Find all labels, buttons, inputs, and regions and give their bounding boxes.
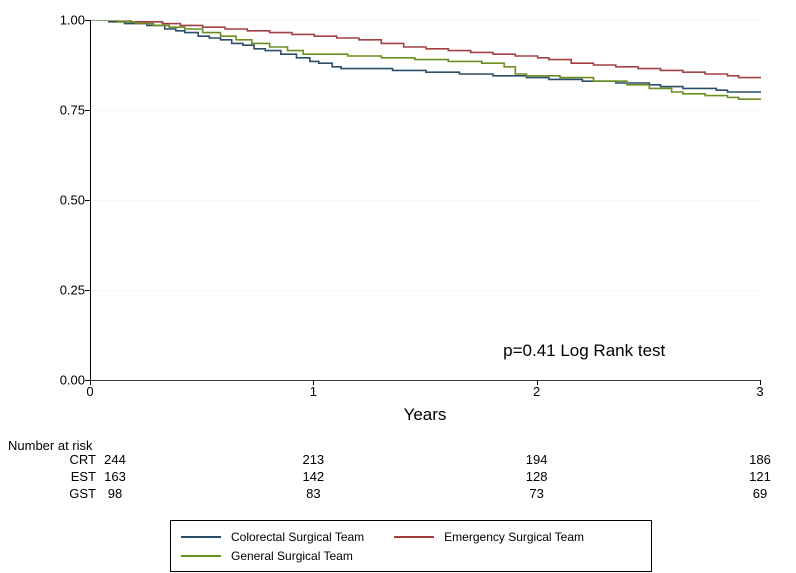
risk-row-label-gst: GST [36,486,96,501]
risk-value: 69 [753,486,767,501]
legend-swatch [181,555,221,557]
risk-value: 121 [749,469,771,484]
gridline [91,110,761,111]
x-tick-label: 0 [86,384,93,399]
y-tick [85,20,90,21]
x-axis-title: Years [90,405,760,425]
x-tick-label: 2 [533,384,540,399]
p-value-annotation: p=0.41 Log Rank test [503,341,665,361]
gridline [91,290,761,291]
risk-value: 194 [526,452,548,467]
legend-label: Emergency Surgical Team [444,530,584,544]
y-tick-label: 0.50 [50,193,85,208]
risk-row-label-crt: CRT [36,452,96,467]
risk-value: 83 [306,486,320,501]
legend-item-gst: General Surgical Team [181,549,353,563]
legend-item-crt: Colorectal Surgical Team [181,530,364,544]
x-tick-label: 3 [756,384,763,399]
legend-label: Colorectal Surgical Team [231,530,364,544]
series-crt [91,20,761,92]
y-tick [85,200,90,201]
y-tick-label: 0.25 [50,283,85,298]
risk-row-label-est: EST [36,469,96,484]
legend-box: Colorectal Surgical Team Emergency Surgic… [170,520,652,572]
risk-table-title: Number at risk [8,438,93,453]
km-chart-page: Recurrence Free Survival Years Number at… [0,0,796,573]
risk-value: 98 [108,486,122,501]
legend-swatch [181,536,221,538]
plot-area [90,20,761,381]
gridline [91,380,761,381]
legend-item-est: Emergency Surgical Team [394,530,584,544]
risk-value: 186 [749,452,771,467]
legend-label: General Surgical Team [231,549,353,563]
gridline [91,20,761,21]
y-tick [85,290,90,291]
y-tick-label: 0.00 [50,373,85,388]
risk-value: 73 [529,486,543,501]
risk-value: 163 [104,469,126,484]
y-tick [85,110,90,111]
legend-swatch [394,536,434,538]
risk-value: 128 [526,469,548,484]
x-tick-label: 1 [310,384,317,399]
risk-value: 142 [302,469,324,484]
y-tick-label: 1.00 [50,13,85,28]
risk-value: 244 [104,452,126,467]
y-tick-label: 0.75 [50,103,85,118]
gridline [91,200,761,201]
risk-value: 213 [302,452,324,467]
